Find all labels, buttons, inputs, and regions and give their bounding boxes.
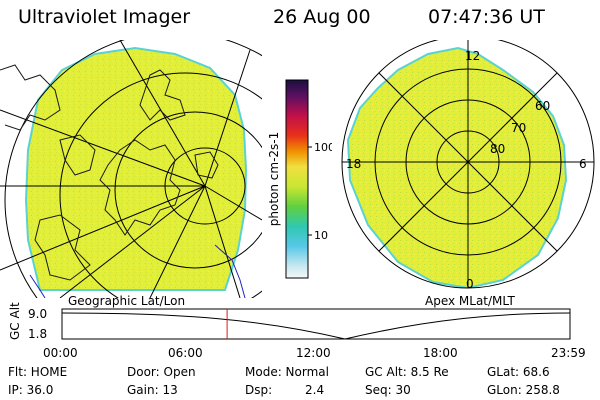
gc-alt-info: GC Alt: 8.5 Re — [365, 365, 449, 379]
time-label: 07:47:36 UT — [428, 6, 545, 28]
mlat-80-label: 80 — [490, 142, 505, 156]
geographic-image — [0, 40, 262, 298]
ip-info: IP: 36.0 — [8, 383, 54, 397]
alt-ymax: 9.0 — [28, 307, 48, 321]
lon-grid — [0, 40, 262, 298]
x-tick-3: 18:00 — [423, 346, 458, 360]
apex-caption: Apex MLat/MLT — [425, 294, 515, 308]
altitude-plot-frame — [61, 308, 571, 340]
mode-info: Mode: Normal — [245, 365, 329, 379]
mlat-60-label: 60 — [535, 99, 550, 113]
colorbar-unit: photon cm-2s-1 — [267, 132, 281, 227]
altitude-plot — [61, 308, 571, 340]
colorbar-label-10: 10 — [314, 229, 328, 242]
aurora-oval-geo — [24, 46, 248, 291]
gain-info: Gain: 13 — [127, 383, 178, 397]
instrument-title: Ultraviolet Imager — [18, 6, 191, 28]
coastlines — [0, 64, 219, 281]
filter-info: Flt: HOME — [8, 365, 68, 379]
alt-axis-label: GC Alt — [8, 302, 22, 340]
x-tick-0: 00:00 — [43, 346, 78, 360]
alt-ymin: 1.8 — [28, 327, 48, 341]
date-label: 26 Aug 00 — [273, 6, 371, 28]
x-tick-1: 06:00 — [168, 346, 203, 360]
seq-info: Seq: 30 — [365, 383, 411, 397]
glon-info: GLon: 258.8 — [487, 383, 560, 397]
altitude-curve — [61, 312, 571, 340]
mlt-12-label: 12 — [465, 49, 480, 63]
mlat-70-label: 70 — [511, 121, 526, 135]
glat-info: GLat: 68.6 — [487, 365, 550, 379]
colorbar-gradient — [285, 79, 309, 279]
mlt-18-label: 18 — [346, 157, 361, 171]
mlt-6-label: 6 — [579, 157, 587, 171]
lat-grid — [4, 40, 262, 298]
dsp-value: 2.4 — [305, 383, 325, 397]
aurora-oval-mag — [346, 46, 568, 288]
magnetic-polar-image: 12 18 6 0 60 70 80 — [341, 40, 595, 291]
coast-blue — [29, 244, 246, 298]
geographic-caption: Geographic Lat/Lon — [68, 294, 186, 308]
colorbar-label-100: 100 — [314, 141, 332, 154]
dsp-label: Dsp: — [245, 383, 273, 397]
x-tick-2: 12:00 — [296, 346, 331, 360]
mlt-spokes — [342, 40, 594, 288]
x-tick-4: 23:59 — [551, 346, 586, 360]
colorbar: 100 10 photon cm-2s-1 — [267, 79, 332, 279]
door-info: Door: Open — [127, 365, 196, 379]
mlt-0-label: 0 — [466, 277, 474, 291]
